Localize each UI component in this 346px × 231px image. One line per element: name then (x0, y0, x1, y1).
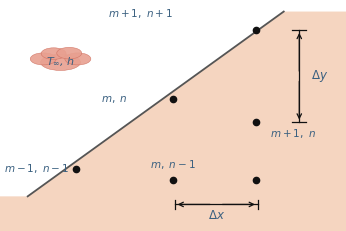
Text: $\Delta y$: $\Delta y$ (311, 68, 329, 84)
Text: $T_{\infty}$, $h$: $T_{\infty}$, $h$ (46, 56, 75, 68)
Ellipse shape (65, 53, 91, 65)
Text: $m,\ n-1$: $m,\ n-1$ (150, 158, 196, 170)
Ellipse shape (30, 53, 56, 65)
Text: $m+1,\ n+1$: $m+1,\ n+1$ (108, 7, 173, 20)
Text: $\Delta x$: $\Delta x$ (208, 209, 225, 222)
Ellipse shape (41, 54, 80, 70)
Text: $m+1,\ n$: $m+1,\ n$ (270, 128, 316, 140)
Ellipse shape (41, 48, 66, 59)
Ellipse shape (57, 47, 82, 59)
Text: $m-1,\ n-1$: $m-1,\ n-1$ (4, 162, 69, 175)
Polygon shape (0, 12, 346, 231)
Text: $m,\ n$: $m,\ n$ (101, 94, 128, 105)
